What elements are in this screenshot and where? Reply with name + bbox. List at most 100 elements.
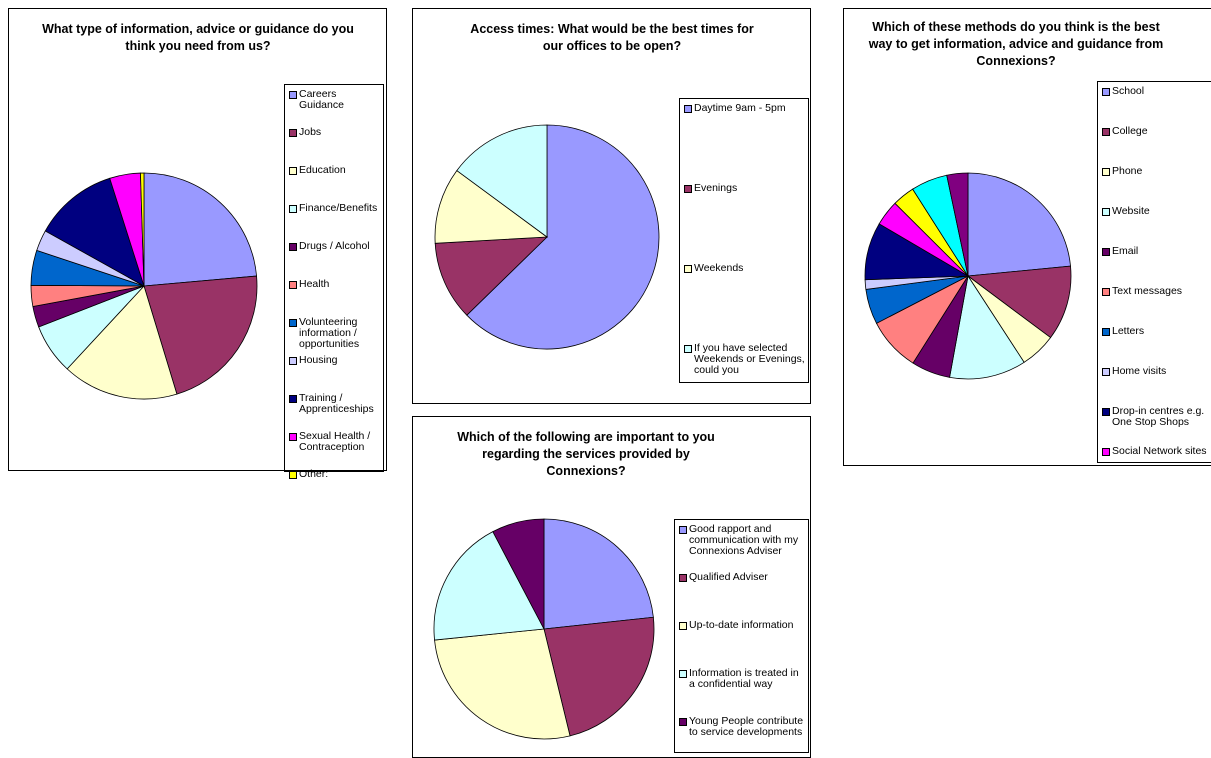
legend-item: Website (1102, 206, 1211, 217)
legend-swatch (1102, 448, 1110, 456)
legend-swatch (679, 718, 687, 726)
pie-slice (543, 518, 654, 630)
legend-swatch (289, 433, 297, 441)
legend-label: Training / Apprenticeships (299, 392, 374, 415)
pie-slice (434, 236, 549, 316)
pie-slice (44, 177, 145, 287)
legend: Good rapport and communication with my C… (674, 519, 809, 753)
pie-slice (66, 285, 178, 400)
legend-swatch (1102, 208, 1110, 216)
legend-item: Training / Apprenticeships (289, 393, 381, 415)
pie-slice (434, 628, 571, 740)
legend-item: School (1102, 86, 1211, 97)
pie-slice (433, 531, 545, 641)
pie-slice (456, 124, 548, 238)
pie-slice (434, 170, 549, 244)
legend-item: Good rapport and communication with my C… (679, 524, 806, 557)
legend-label: If you have selected Weekends or Evening… (694, 342, 805, 376)
legend-swatch (1102, 408, 1110, 416)
pie-slice (966, 265, 1072, 339)
legend-label: Website (1112, 205, 1150, 217)
legend-item: Education (289, 165, 381, 176)
legend-item: If you have selected Weekends or Evening… (684, 343, 806, 376)
legend-item: Health (289, 279, 381, 290)
legend-label: Drugs / Alcohol (299, 240, 370, 252)
legend-label: Jobs (299, 126, 322, 138)
legend-swatch (1102, 168, 1110, 176)
legend: School College Phone Website Email Text messa… (1097, 81, 1211, 463)
legend-item: Evenings (684, 183, 806, 194)
legend-item: Other: (289, 469, 381, 480)
legend-label: Up-to-date information (689, 619, 794, 631)
legend-label: Qualified Adviser (689, 571, 768, 583)
legend-label: Careers Guidance (299, 88, 344, 111)
legend-swatch (679, 670, 687, 678)
pie-area (434, 124, 660, 350)
legend-label: Good rapport and communication with my C… (689, 523, 799, 557)
legend-label: Finance/Benefits (299, 202, 378, 214)
legend: Careers Guidance Jobs Education Finance/Ben… (284, 84, 384, 480)
chart-title: Access times: What would be the best tim… (470, 22, 754, 53)
legend-swatch (289, 243, 297, 251)
chart-title: What type of information, advice or guid… (42, 22, 354, 53)
legend-label: Young People contribute to service devel… (689, 715, 804, 738)
pie-area (864, 172, 1072, 380)
legend-swatch (1102, 288, 1110, 296)
legend-swatch (1102, 88, 1110, 96)
legend-label: Social Network sites (1112, 445, 1207, 457)
legend-label: Information is treated in a confidential… (689, 667, 799, 690)
legend-swatch (1102, 128, 1110, 136)
legend-item: Weekends (684, 263, 806, 274)
pie-slice (492, 518, 545, 630)
legend-swatch (684, 265, 692, 273)
legend-item: Young People contribute to service devel… (679, 716, 806, 738)
legend-label: Text messages (1112, 285, 1183, 297)
legend-swatch (289, 471, 297, 479)
legend-item: Jobs (289, 127, 381, 138)
legend-label: Email (1112, 245, 1139, 257)
legend-swatch (289, 357, 297, 365)
chart-panel: What type of information, advice or guid… (8, 8, 387, 480)
legend-label: Daytime 9am - 5pm (694, 102, 786, 114)
chart-panel: Which of the following are important to … (412, 416, 811, 758)
legend-label: Drop-in centres e.g. One Stop Shops (1112, 405, 1205, 428)
legend-swatch (289, 91, 297, 99)
legend-label: College (1112, 125, 1148, 137)
legend-swatch (679, 526, 687, 534)
legend-item: Drugs / Alcohol (289, 241, 381, 252)
legend-swatch (1102, 368, 1110, 376)
pie-slice (946, 172, 969, 277)
pie-slice (543, 616, 655, 737)
legend: Daytime 9am - 5pm Evenings Weekends If you … (679, 98, 809, 383)
legend-swatch (679, 574, 687, 582)
legend-item: Text messages (1102, 286, 1211, 297)
legend-item: Qualified Adviser (679, 572, 806, 583)
pie-slice (143, 172, 257, 287)
legend-item: Sexual Health / Contraception (289, 431, 381, 453)
legend-swatch (684, 345, 692, 353)
legend-label: Education (299, 164, 346, 176)
legend-label: Other: (299, 468, 329, 480)
legend-item: Daytime 9am - 5pm (684, 103, 806, 114)
legend-item: Home visits (1102, 366, 1211, 377)
chart-title: Which of the following are important to … (457, 430, 715, 478)
legend-item: Letters (1102, 326, 1211, 337)
legend-label: Volunteering information / opportunities (299, 316, 360, 350)
legend-swatch (289, 319, 297, 327)
legend-item: Drop-in centres e.g. One Stop Shops (1102, 406, 1211, 428)
legend-item: Email (1102, 246, 1211, 257)
legend-label: Evenings (694, 182, 738, 194)
pie-slice (466, 124, 660, 350)
legend-item: College (1102, 126, 1211, 137)
legend-label: Housing (299, 354, 338, 366)
legend-label: Health (299, 278, 330, 290)
legend-item: Up-to-date information (679, 620, 806, 631)
legend-swatch (1102, 328, 1110, 336)
legend-label: Letters (1112, 325, 1145, 337)
legend-item: Careers Guidance (289, 89, 381, 111)
legend-item: Information is treated in a confidential… (679, 668, 806, 690)
legend-label: Weekends (694, 262, 744, 274)
legend-item: Finance/Benefits (289, 203, 381, 214)
pie-slice (967, 172, 1071, 277)
legend-item: Social Network sites (1102, 446, 1211, 457)
